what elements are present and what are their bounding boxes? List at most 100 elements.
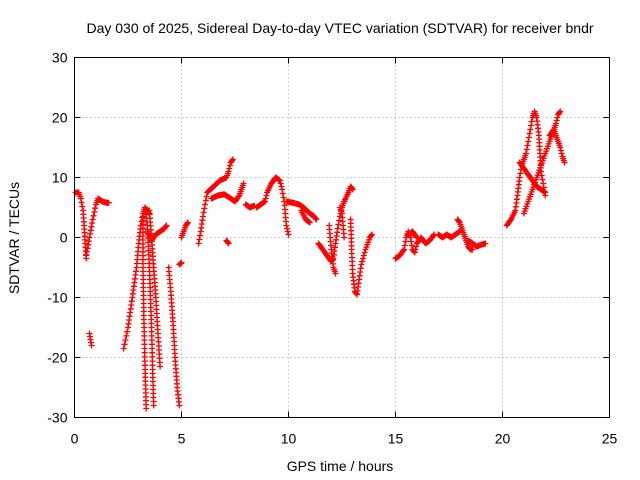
data-point	[527, 126, 534, 133]
data-point	[558, 147, 564, 154]
data-point	[150, 402, 157, 409]
x-tick-label: 0	[71, 431, 79, 447]
data-point	[138, 218, 145, 225]
data-point	[225, 168, 232, 175]
data-point	[542, 189, 549, 196]
data-point	[226, 165, 233, 172]
data-point	[336, 217, 343, 224]
data-point	[400, 247, 407, 254]
series-track-18	[298, 207, 313, 226]
x-tick-labels: 0 5 10 15 20 25	[71, 431, 618, 447]
data-point	[413, 234, 420, 241]
data-point	[469, 246, 476, 253]
data-point	[408, 242, 415, 249]
data-point	[312, 215, 319, 222]
data-point	[195, 240, 202, 247]
data-point	[92, 205, 99, 212]
series-track-9	[165, 264, 183, 409]
data-point	[199, 213, 206, 220]
data-point	[202, 197, 209, 204]
data-point	[553, 120, 559, 127]
data-point	[528, 118, 535, 125]
data-point	[229, 156, 236, 163]
series-track-24	[405, 228, 420, 241]
data-point	[412, 246, 419, 253]
data-point	[235, 193, 242, 200]
data-point	[360, 255, 366, 262]
y-tick-label: -10	[47, 290, 67, 306]
data-point	[284, 228, 291, 235]
data-point	[262, 198, 268, 205]
data-point	[229, 157, 236, 164]
data-point	[251, 202, 258, 209]
data-point	[401, 242, 408, 249]
data-point	[77, 195, 84, 202]
data-point	[558, 150, 565, 157]
data-point	[120, 345, 127, 352]
data-point	[369, 231, 375, 238]
y-tick-label: 10	[52, 170, 68, 186]
series-track-27	[465, 237, 489, 250]
data-point	[557, 108, 564, 115]
data-point	[200, 209, 207, 216]
y-tick-label: 30	[52, 50, 68, 66]
data-point	[353, 290, 360, 297]
series-track-17	[283, 198, 320, 223]
data-point	[539, 176, 546, 183]
data-point	[89, 216, 96, 223]
series-track-15	[253, 174, 292, 238]
data-point	[227, 162, 233, 169]
data-point	[411, 249, 418, 256]
data-point	[523, 150, 529, 157]
data-point	[540, 180, 547, 187]
data-point	[313, 216, 320, 223]
data-point	[334, 225, 341, 232]
x-tick-label: 15	[388, 431, 404, 447]
data-point	[557, 144, 564, 151]
data-point	[143, 405, 150, 412]
data-point	[90, 212, 97, 219]
series-track-22	[347, 216, 375, 298]
series-track-20	[326, 222, 339, 277]
data-point	[368, 232, 375, 239]
chart-title: Day 030 of 2025, Sidereal Day-to-day VTE…	[86, 20, 593, 36]
series-track-31	[546, 126, 568, 166]
data-point	[225, 240, 232, 247]
data-point	[306, 219, 313, 226]
data-point	[277, 180, 284, 187]
x-tick-label: 20	[495, 431, 511, 447]
data-point	[162, 223, 169, 230]
data-point	[178, 259, 185, 266]
data-point	[139, 214, 146, 221]
y-tick-label: 0	[60, 230, 68, 246]
data-point	[526, 130, 533, 137]
series-track-21	[336, 204, 348, 241]
data-point	[402, 238, 409, 245]
x-axis-label: GPS time / hours	[287, 458, 394, 474]
data-point	[79, 203, 86, 210]
data-point	[78, 199, 85, 206]
data-point	[85, 238, 92, 245]
data-point	[263, 192, 270, 199]
data-point	[202, 201, 208, 208]
data-point	[528, 122, 534, 129]
y-tick-labels: -30 -20 -10 0 10 20 30	[47, 50, 67, 426]
data-point	[525, 138, 532, 145]
series-track-30	[520, 108, 564, 217]
data-point	[197, 232, 203, 239]
data-point	[176, 402, 183, 409]
data-point	[88, 342, 95, 349]
data-point	[516, 174, 523, 181]
data-point	[89, 220, 95, 227]
data-point	[284, 225, 291, 232]
x-tick-label: 5	[178, 431, 186, 447]
series-track-3	[86, 330, 95, 349]
series-track-11	[178, 219, 191, 241]
data-point	[196, 236, 203, 243]
data-point	[184, 220, 191, 227]
series-track-10	[176, 259, 185, 268]
data-point	[360, 252, 367, 259]
series-track-13	[208, 180, 247, 205]
data-point	[201, 205, 208, 212]
